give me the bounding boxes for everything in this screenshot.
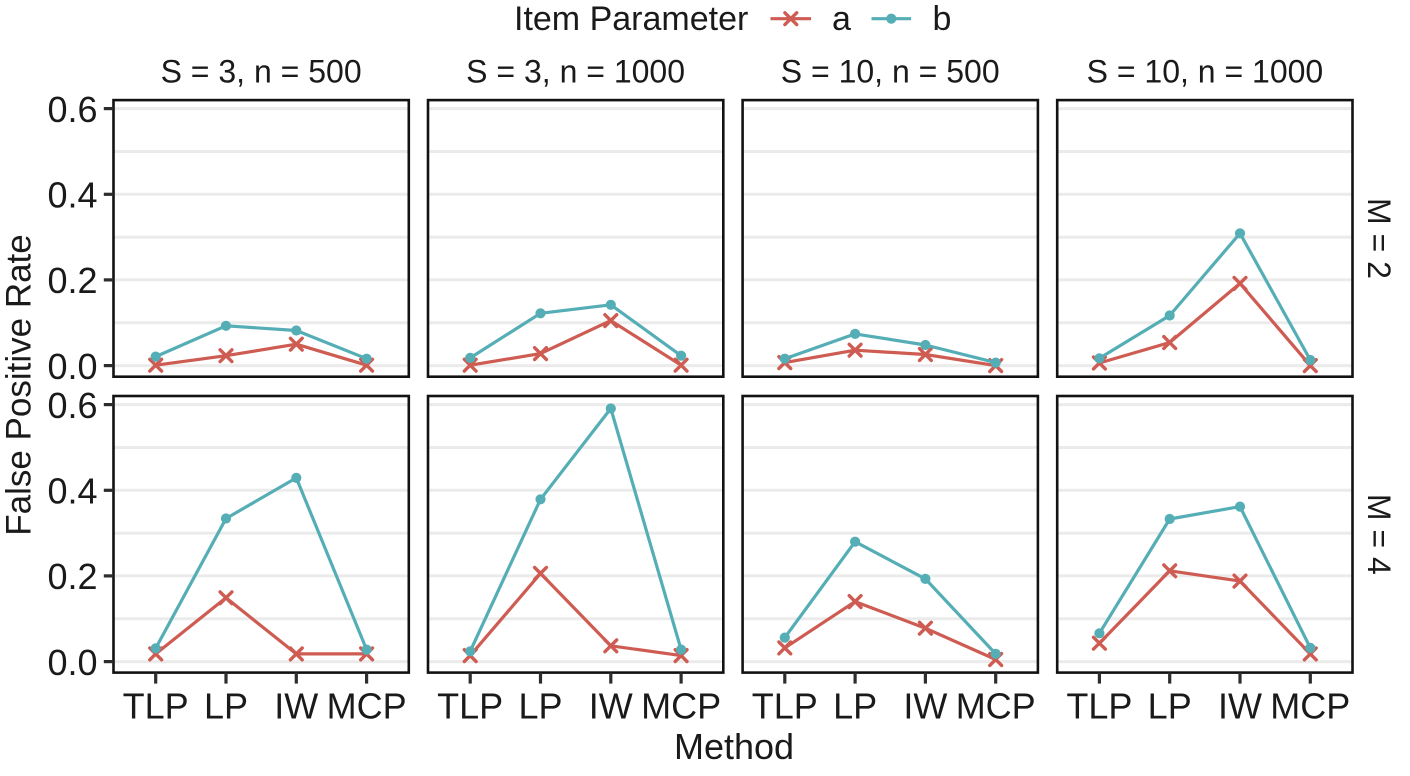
svg-text:S = 3, n = 1000: S = 3, n = 1000 [466,53,685,89]
svg-text:0.0: 0.0 [47,346,97,387]
svg-text:S = 10, n = 500: S = 10, n = 500 [781,53,1000,89]
svg-text:S = 10, n = 1000: S = 10, n = 1000 [1087,53,1324,89]
svg-text:0.6: 0.6 [47,385,97,426]
svg-text:b: b [933,0,952,38]
svg-text:TLP: TLP [1066,686,1132,727]
svg-text:MCP: MCP [1270,686,1350,727]
svg-text:0.4: 0.4 [47,175,97,216]
svg-text:TLP: TLP [437,686,503,727]
svg-text:0.4: 0.4 [47,471,97,512]
svg-text:TLP: TLP [123,686,189,727]
svg-text:S = 3, n = 500: S = 3, n = 500 [161,53,362,89]
svg-text:IW: IW [1218,686,1262,727]
svg-text:MCP: MCP [327,686,407,727]
svg-text:IW: IW [274,686,318,727]
svg-text:LP: LP [833,686,877,727]
svg-text:0.2: 0.2 [47,556,97,597]
svg-text:TLP: TLP [752,686,818,727]
svg-text:0.2: 0.2 [47,260,97,301]
svg-text:Item Parameter: Item Parameter [514,0,748,38]
svg-text:0.6: 0.6 [47,89,97,130]
svg-text:M = 4: M = 4 [1361,494,1397,575]
svg-text:LP: LP [204,686,248,727]
svg-text:LP: LP [518,686,562,727]
svg-text:MCP: MCP [641,686,721,727]
svg-text:Method: Method [674,726,794,767]
svg-text:MCP: MCP [956,686,1036,727]
svg-text:IW: IW [903,686,947,727]
svg-text:False Positive Rate: False Positive Rate [0,234,39,536]
svg-text:IW: IW [589,686,633,727]
svg-text:a: a [832,0,851,38]
svg-text:M = 2: M = 2 [1361,198,1397,279]
svg-text:0.0: 0.0 [47,642,97,683]
svg-text:LP: LP [1148,686,1192,727]
